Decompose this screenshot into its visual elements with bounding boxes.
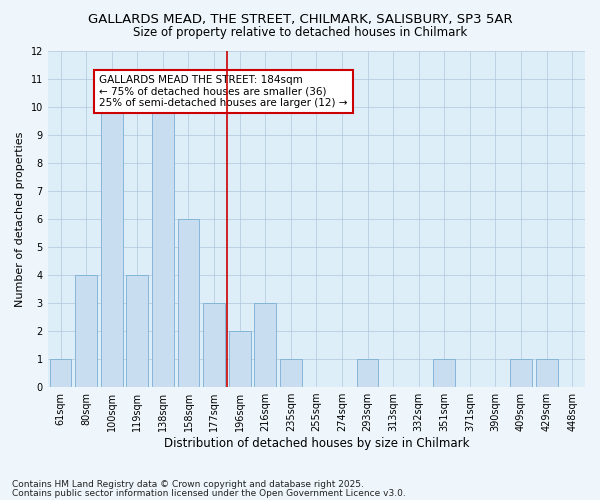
Text: Size of property relative to detached houses in Chilmark: Size of property relative to detached ho… [133,26,467,39]
Bar [101,108,122,387]
Bar [433,359,455,387]
Bar [280,359,302,387]
Bar [229,331,251,387]
Y-axis label: Number of detached properties: Number of detached properties [15,132,25,307]
Bar [536,359,557,387]
Text: GALLARDS MEAD, THE STREET, CHILMARK, SALISBURY, SP3 5AR: GALLARDS MEAD, THE STREET, CHILMARK, SAL… [88,12,512,26]
Bar [152,108,174,387]
Bar [127,275,148,387]
Bar [75,275,97,387]
Bar [178,220,199,387]
X-axis label: Distribution of detached houses by size in Chilmark: Distribution of detached houses by size … [164,437,469,450]
Bar [356,359,379,387]
Text: GALLARDS MEAD THE STREET: 184sqm
← 75% of detached houses are smaller (36)
25% o: GALLARDS MEAD THE STREET: 184sqm ← 75% o… [99,75,347,108]
Text: Contains public sector information licensed under the Open Government Licence v3: Contains public sector information licen… [12,489,406,498]
Bar [203,303,225,387]
Text: Contains HM Land Registry data © Crown copyright and database right 2025.: Contains HM Land Registry data © Crown c… [12,480,364,489]
Bar [254,303,276,387]
Bar [510,359,532,387]
Bar [50,359,71,387]
